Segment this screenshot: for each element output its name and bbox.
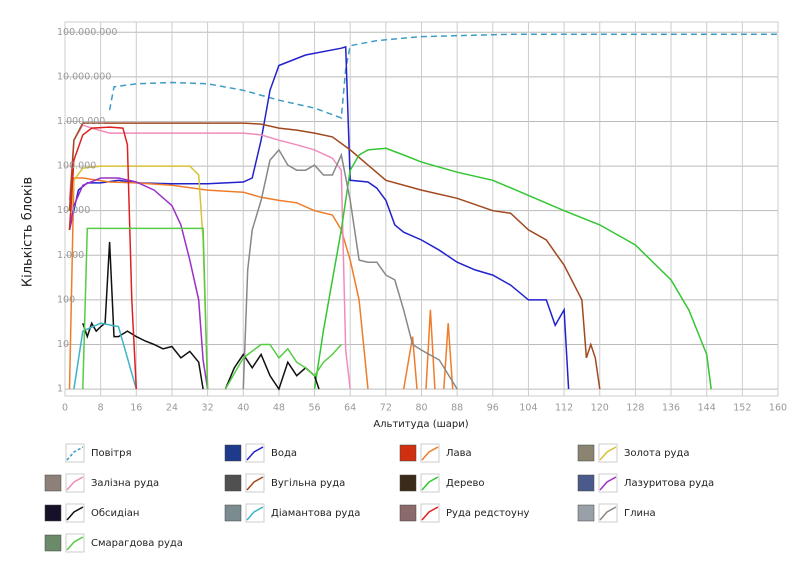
legend-line: [66, 446, 84, 461]
x-tick-label: 152: [733, 403, 751, 414]
legend-block-icon: [399, 444, 417, 462]
legend-line: [599, 476, 617, 491]
legend-label: Лава: [446, 448, 472, 459]
legend-label: Вугільна руда: [271, 477, 345, 489]
legend-line-box: [420, 503, 440, 523]
legend-line-box: [420, 473, 440, 493]
series-line: [68, 165, 209, 390]
legend-label: Повітря: [91, 447, 132, 459]
x-tick-label: 144: [698, 403, 716, 414]
y-axis-title: Кількість блоків: [21, 177, 36, 287]
y-tick-label: 100.000: [57, 161, 96, 172]
legend-line-box: [245, 503, 265, 523]
y-tick-label: 1: [57, 384, 63, 395]
legend-label: Обсидіан: [91, 507, 139, 519]
legend-line-box: [598, 473, 618, 493]
x-tick-label: 40: [237, 403, 249, 414]
y-tick-label: 1.000.000: [57, 116, 105, 127]
series-line: [242, 148, 458, 390]
x-tick-label: 48: [273, 403, 285, 414]
y-tick-label: 1.000: [57, 250, 84, 261]
x-tick-label: 32: [202, 403, 214, 414]
series-line: [68, 177, 209, 390]
legend-line-box: [65, 443, 85, 463]
legend-block-icon: [399, 474, 417, 492]
series-line: [82, 227, 342, 390]
legend-block-icon: [577, 504, 595, 522]
legend-line: [246, 506, 264, 521]
x-tick-label: 160: [769, 403, 787, 414]
legend-block-icon: [577, 444, 595, 462]
y-tick-label: 10: [57, 339, 69, 350]
x-tick-label: 136: [662, 403, 680, 414]
legend-block-icon: [224, 474, 242, 492]
legend-label: Дерево: [446, 478, 484, 489]
series-line: [108, 33, 778, 119]
x-tick-label: 80: [415, 403, 427, 414]
series-line: [68, 122, 601, 390]
legend-label: Вода: [271, 448, 297, 459]
x-tick-label: 96: [487, 403, 499, 414]
legend-line: [66, 476, 84, 491]
legend-label: Залізна руда: [91, 477, 159, 489]
legend-line-box: [65, 503, 85, 523]
legend-line: [421, 476, 439, 491]
legend-line-box: [598, 443, 618, 463]
legend-line: [66, 536, 84, 551]
x-tick-label: 8: [98, 403, 104, 414]
x-tick-label: 104: [519, 403, 537, 414]
x-axis-title: Альтитуда (шари): [373, 419, 468, 430]
y-tick-label: 10.000: [57, 205, 90, 216]
legend-line-box: [65, 533, 85, 553]
legend-block-icon: [44, 504, 62, 522]
legend-block-icon: [399, 504, 417, 522]
x-tick-label: 120: [591, 403, 609, 414]
legend-line-box: [598, 503, 618, 523]
x-tick-label: 72: [380, 403, 392, 414]
legend-line-box: [245, 443, 265, 463]
legend-line-box: [420, 443, 440, 463]
x-tick-label: 16: [130, 403, 142, 414]
legend-label: Смарагдова руда: [91, 538, 183, 549]
legend-label: Золота руда: [624, 448, 689, 459]
legend-line: [246, 446, 264, 461]
legend-label: Глина: [624, 508, 656, 519]
legend-line: [246, 476, 264, 491]
legend-block-icon: [44, 534, 62, 552]
x-tick-label: 88: [451, 403, 463, 414]
y-tick-label: 10.000.000: [57, 71, 111, 82]
series-line: [313, 147, 712, 390]
legend-block-icon: [44, 474, 62, 492]
legend-block-icon: [224, 504, 242, 522]
x-tick-label: 128: [626, 403, 644, 414]
series-line: [73, 322, 138, 390]
y-tick-label: 100: [57, 294, 75, 305]
legend-line: [599, 446, 617, 461]
legend-line-box: [245, 473, 265, 493]
series-line: [68, 126, 138, 390]
legend-line: [421, 446, 439, 461]
legend-line: [421, 506, 439, 521]
x-tick-label: 56: [309, 403, 321, 414]
x-tick-label: 0: [62, 403, 68, 414]
legend-block-icon: [45, 445, 61, 461]
legend-label: Руда редстоуну: [446, 508, 529, 519]
x-tick-label: 24: [166, 403, 178, 414]
legend-line-box: [65, 473, 85, 493]
legend-block-icon: [224, 444, 242, 462]
y-tick-label: 100.000.000: [57, 27, 117, 38]
legend-label: Лазуритова руда: [624, 478, 714, 489]
legend-line: [599, 506, 617, 521]
legend-block-icon: [577, 474, 595, 492]
x-tick-label: 112: [555, 403, 573, 414]
legend-label: Діамантова руда: [271, 507, 360, 519]
x-tick-label: 64: [344, 403, 356, 414]
legend-line: [66, 506, 84, 521]
